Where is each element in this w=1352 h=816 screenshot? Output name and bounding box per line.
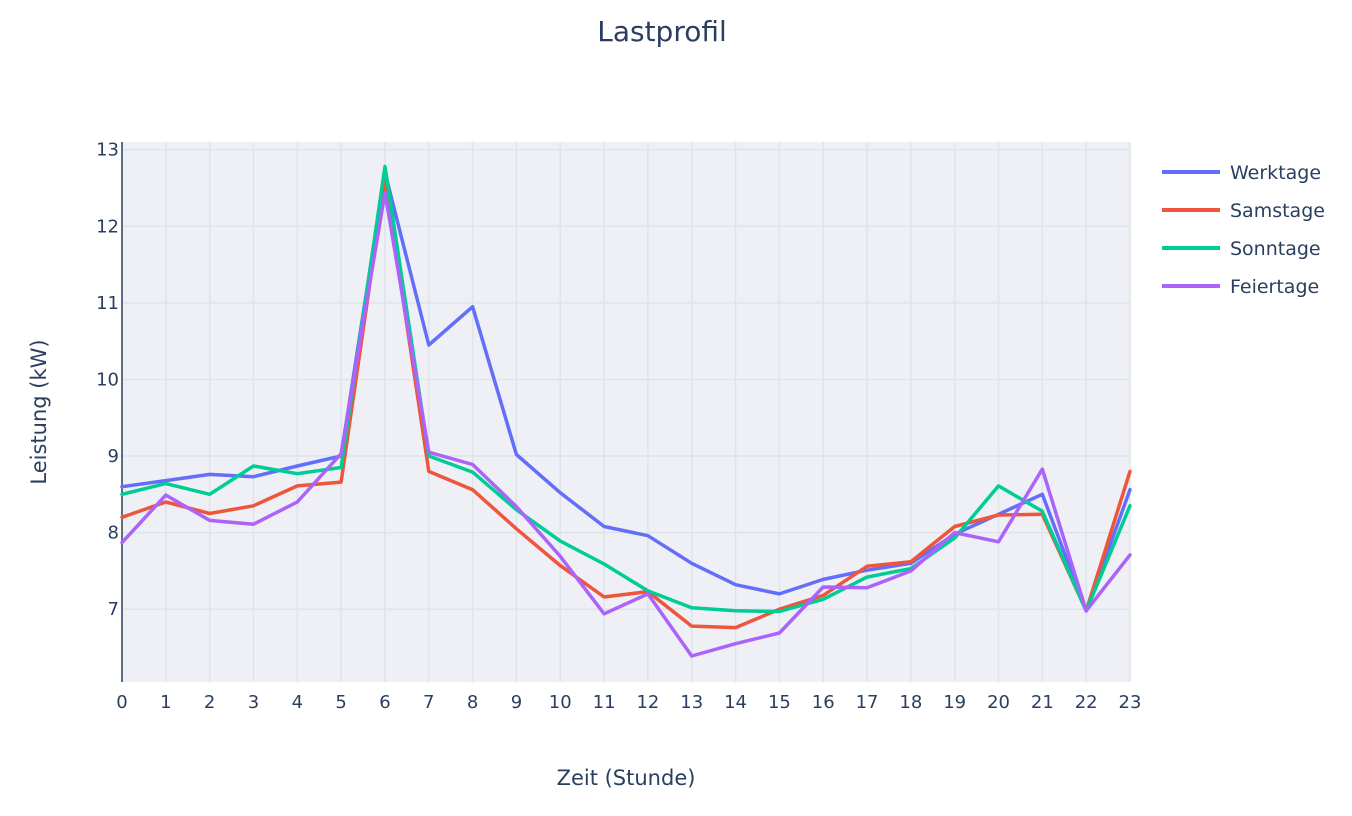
x-tick-label: 5 <box>335 692 346 713</box>
x-axis-ticks: 0 1 2 3 4 5 6 7 8 9 10 11 12 13 14 15 16 17 18 19 20 21 22 23 <box>116 692 1141 713</box>
x-tick-label: 11 <box>593 692 616 713</box>
x-tick-label: 16 <box>812 692 835 713</box>
x-tick-label: 4 <box>292 692 303 713</box>
y-tick-label: 11 <box>96 293 119 314</box>
x-tick-label: 8 <box>467 692 478 713</box>
y-tick-label: 13 <box>96 140 119 161</box>
x-tick-label: 1 <box>160 692 171 713</box>
x-tick-label: 13 <box>680 692 703 713</box>
x-tick-label: 0 <box>116 692 127 713</box>
x-tick-label: 23 <box>1119 692 1142 713</box>
y-tick-label: 7 <box>108 599 119 620</box>
y-tick-label: 9 <box>108 446 119 467</box>
series-lines <box>120 164 1132 658</box>
y-tick-label: 12 <box>96 216 119 237</box>
y-axis-ticks: 7 8 9 10 11 12 13 <box>96 140 119 621</box>
series-line-sonntage <box>120 164 1132 614</box>
x-tick-label: 6 <box>379 692 390 713</box>
x-tick-label: 18 <box>899 692 922 713</box>
chart-title: Lastprofil <box>597 15 727 48</box>
legend-label-feiertage: Feiertage <box>1230 276 1319 298</box>
x-axis-title: Zeit (Stunde) <box>557 766 696 790</box>
x-tick-label: 12 <box>636 692 659 713</box>
series-line-samstage <box>120 177 1132 630</box>
y-tick-label: 10 <box>96 369 119 390</box>
x-tick-label: 14 <box>724 692 747 713</box>
x-tick-label: 9 <box>511 692 522 713</box>
series-line-feiertage <box>120 190 1132 658</box>
plot-area <box>122 142 1130 682</box>
x-tick-label: 19 <box>943 692 966 713</box>
x-tick-label: 21 <box>1031 692 1054 713</box>
x-tick-label: 10 <box>549 692 572 713</box>
y-axis-title: Leistung (kW) <box>27 339 51 484</box>
legend-label-sonntage: Sonntage <box>1230 238 1321 260</box>
x-tick-label: 3 <box>248 692 259 713</box>
legend: Werktage Samstage Sonntage Feiertage <box>1162 162 1325 298</box>
legend-label-werktage: Werktage <box>1230 162 1321 184</box>
y-tick-label: 8 <box>108 523 119 544</box>
x-tick-label: 20 <box>987 692 1010 713</box>
legend-label-samstage: Samstage <box>1230 200 1325 222</box>
x-tick-label: 22 <box>1075 692 1098 713</box>
x-tick-label: 2 <box>204 692 215 713</box>
x-tick-label: 17 <box>856 692 879 713</box>
x-tick-label: 7 <box>423 692 434 713</box>
x-tick-label: 15 <box>768 692 791 713</box>
